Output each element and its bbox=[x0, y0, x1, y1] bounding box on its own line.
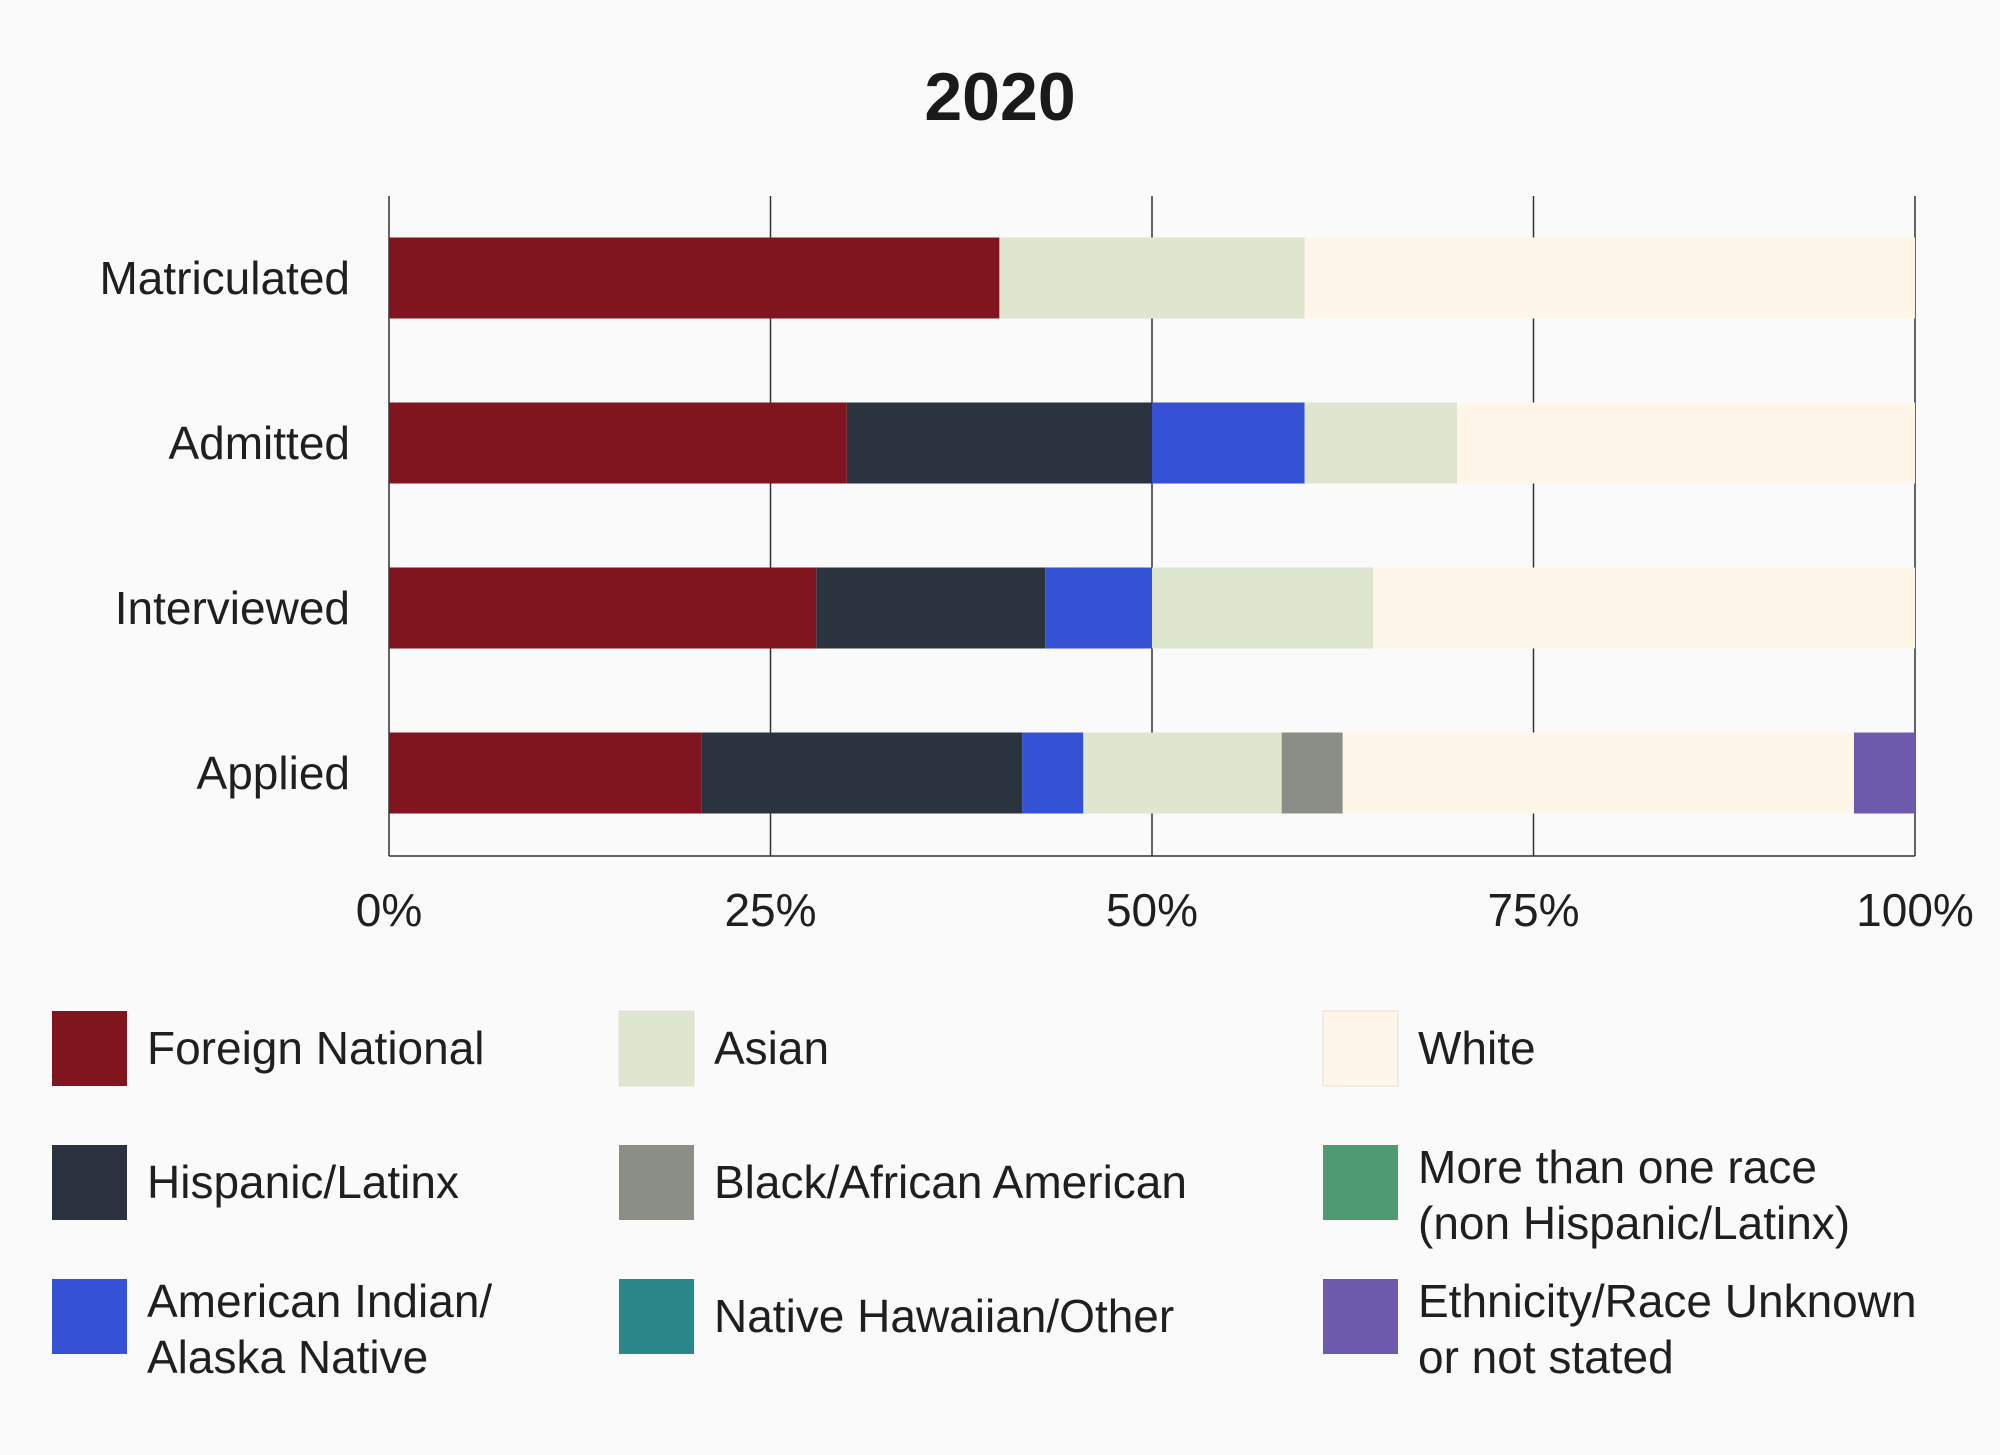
legend-item-black-african-american: Black/African American bbox=[619, 1145, 1187, 1220]
legend-label: Ethnicity/Race Unknown bbox=[1418, 1275, 1917, 1327]
bars bbox=[389, 237, 1915, 814]
legend-label: More than one race bbox=[1418, 1141, 1817, 1193]
legend-item-american-indian-alaska-native: American Indian/Alaska Native bbox=[52, 1275, 492, 1383]
legend-swatch bbox=[1322, 1010, 1399, 1087]
legend-label: Alaska Native bbox=[147, 1331, 428, 1383]
bar-applied-ethnicity-race-unknown-or-not-stated bbox=[1853, 732, 1915, 814]
chart-title: 2020 bbox=[924, 59, 1075, 135]
bar-applied-foreign-national bbox=[389, 732, 702, 814]
legend-item-native-hawaiian-other: Native Hawaiian/Other bbox=[619, 1279, 1174, 1354]
x-tick-label-0: 0% bbox=[356, 884, 422, 936]
bar-interviewed-american-indian-alaska-native bbox=[1045, 567, 1152, 649]
category-labels: Matriculated Admitted Interviewed Applied bbox=[99, 252, 350, 799]
category-label-admitted: Admitted bbox=[168, 417, 350, 469]
legend-label: Asian bbox=[714, 1022, 829, 1074]
legend-item-white: White bbox=[1322, 1010, 1536, 1087]
legend-swatch bbox=[619, 1145, 694, 1220]
legend-label: (non Hispanic/Latinx) bbox=[1418, 1197, 1850, 1249]
legend-item-hispanic-latinx: Hispanic/Latinx bbox=[52, 1145, 459, 1220]
bar-applied-white bbox=[1342, 732, 1854, 814]
legend-label: American Indian/ bbox=[147, 1275, 492, 1327]
legend-label: Foreign National bbox=[147, 1022, 485, 1074]
legend-swatch bbox=[52, 1145, 127, 1220]
bar-matriculated-foreign-national bbox=[389, 237, 1000, 319]
legend-label: or not stated bbox=[1418, 1331, 1674, 1383]
bar-admitted-asian bbox=[1304, 402, 1458, 484]
category-label-matriculated: Matriculated bbox=[99, 252, 350, 304]
bar-applied-black-african-american bbox=[1281, 732, 1343, 814]
bar-matriculated-white bbox=[1304, 237, 1915, 319]
legend-swatch bbox=[618, 1010, 695, 1087]
x-tick-labels: 0% 25% 50% 75% 100% bbox=[356, 884, 1974, 936]
bar-interviewed-hispanic-latinx bbox=[816, 567, 1046, 649]
bar-applied-american-indian-alaska-native bbox=[1022, 732, 1084, 814]
legend-label: Black/African American bbox=[714, 1156, 1187, 1208]
legend-swatch bbox=[52, 1011, 127, 1086]
x-tick-label-50: 50% bbox=[1106, 884, 1198, 936]
legend-item-foreign-national: Foreign National bbox=[52, 1011, 485, 1086]
legend-swatch bbox=[52, 1279, 127, 1354]
bar-admitted-american-indian-alaska-native bbox=[1152, 402, 1305, 484]
legend-swatch bbox=[1323, 1279, 1398, 1354]
bar-applied-hispanic-latinx bbox=[701, 732, 1023, 814]
bar-admitted-foreign-national bbox=[389, 402, 847, 484]
legend-swatch bbox=[1323, 1145, 1398, 1220]
bar-admitted-white bbox=[1457, 402, 1915, 484]
bar-interviewed-foreign-national bbox=[389, 567, 817, 649]
legend-label: Native Hawaiian/Other bbox=[714, 1290, 1174, 1342]
legend-label: White bbox=[1418, 1022, 1536, 1074]
bar-applied-asian bbox=[1083, 732, 1282, 814]
bar-admitted-hispanic-latinx bbox=[846, 402, 1152, 484]
bar-matriculated-asian bbox=[999, 237, 1305, 319]
x-tick-label-75: 75% bbox=[1487, 884, 1579, 936]
legend-label: Hispanic/Latinx bbox=[147, 1156, 459, 1208]
x-tick-label-100: 100% bbox=[1856, 884, 1974, 936]
legend-item-asian: Asian bbox=[618, 1010, 829, 1087]
category-label-applied: Applied bbox=[197, 747, 350, 799]
legend-swatch bbox=[619, 1279, 694, 1354]
x-tick-label-25: 25% bbox=[724, 884, 816, 936]
bar-interviewed-asian bbox=[1152, 567, 1374, 649]
category-label-interviewed: Interviewed bbox=[115, 582, 350, 634]
legend-item-more-than-one-race-non-hispanic-latinx: More than one race(non Hispanic/Latinx) bbox=[1323, 1141, 1850, 1249]
bar-interviewed-white bbox=[1373, 567, 1915, 649]
legend: Foreign National Asian White Hispanic/Latin… bbox=[52, 1010, 1917, 1383]
